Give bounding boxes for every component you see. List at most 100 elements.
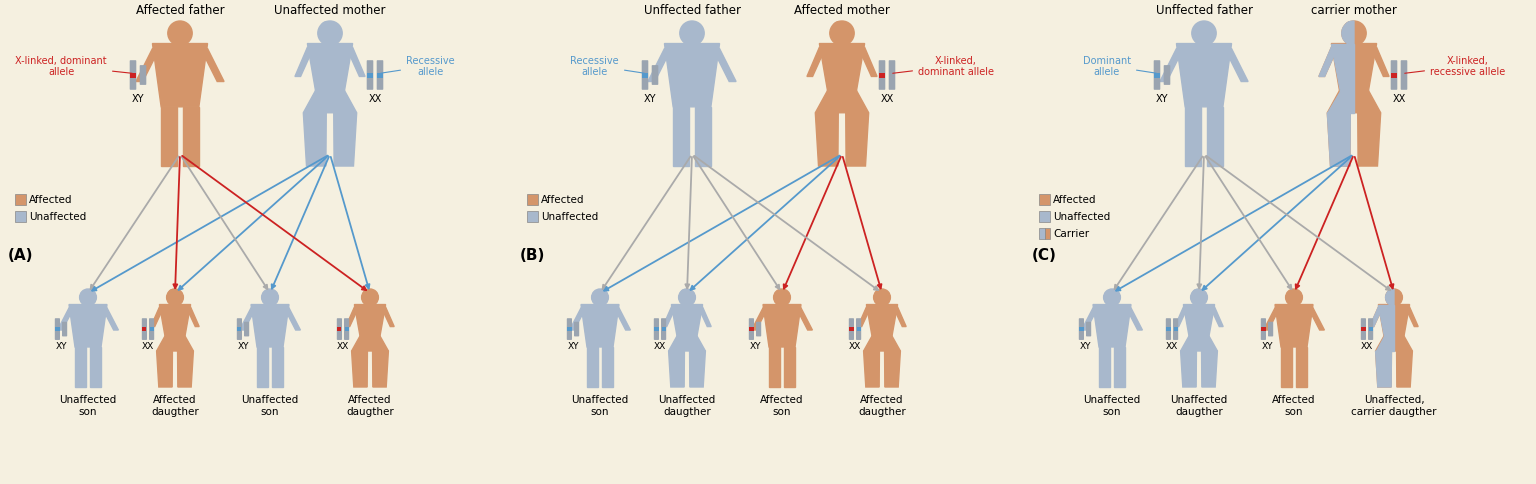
Polygon shape xyxy=(381,307,395,327)
Polygon shape xyxy=(1181,351,1197,387)
Polygon shape xyxy=(250,305,289,348)
Polygon shape xyxy=(1342,22,1355,46)
FancyBboxPatch shape xyxy=(889,61,895,91)
Polygon shape xyxy=(151,307,164,327)
Polygon shape xyxy=(160,305,190,336)
Polygon shape xyxy=(668,351,685,387)
Text: Affected: Affected xyxy=(29,195,72,205)
Circle shape xyxy=(1387,290,1396,298)
Polygon shape xyxy=(846,114,869,166)
Polygon shape xyxy=(665,45,719,107)
Text: XX: XX xyxy=(849,341,862,350)
Polygon shape xyxy=(1387,290,1392,298)
Polygon shape xyxy=(103,308,118,331)
FancyBboxPatch shape xyxy=(344,318,349,340)
FancyBboxPatch shape xyxy=(129,61,137,91)
Polygon shape xyxy=(183,107,198,166)
Text: XY: XY xyxy=(132,94,144,104)
Text: Unaffected
daugther: Unaffected daugther xyxy=(1170,394,1227,416)
Text: Unaffected
son: Unaffected son xyxy=(571,394,628,416)
Text: Affected mother: Affected mother xyxy=(794,4,889,17)
Polygon shape xyxy=(1376,351,1392,387)
Circle shape xyxy=(1192,290,1201,298)
Polygon shape xyxy=(857,307,871,327)
Circle shape xyxy=(1342,22,1366,46)
FancyBboxPatch shape xyxy=(61,322,68,337)
Polygon shape xyxy=(1370,307,1382,327)
Text: XX: XX xyxy=(336,341,349,350)
Polygon shape xyxy=(1319,48,1338,77)
Bar xyxy=(750,328,754,332)
Text: Unaffected: Unaffected xyxy=(1054,212,1111,222)
FancyBboxPatch shape xyxy=(1261,318,1266,340)
Polygon shape xyxy=(91,348,101,387)
FancyBboxPatch shape xyxy=(1086,322,1091,337)
Circle shape xyxy=(261,289,278,306)
Bar xyxy=(237,328,241,332)
Circle shape xyxy=(321,23,333,35)
FancyBboxPatch shape xyxy=(651,66,659,86)
Polygon shape xyxy=(816,91,869,114)
Text: Affected
son: Affected son xyxy=(760,394,803,416)
FancyBboxPatch shape xyxy=(237,318,243,340)
Polygon shape xyxy=(186,307,200,327)
Text: XX: XX xyxy=(141,341,154,350)
Text: XX: XX xyxy=(1392,94,1405,104)
Bar xyxy=(378,74,382,78)
Circle shape xyxy=(679,289,696,306)
Bar xyxy=(879,74,885,78)
Polygon shape xyxy=(178,351,194,387)
Polygon shape xyxy=(885,351,900,387)
Text: Affected: Affected xyxy=(1054,195,1097,205)
FancyBboxPatch shape xyxy=(1078,318,1084,340)
Polygon shape xyxy=(1327,91,1381,114)
Polygon shape xyxy=(1281,348,1292,387)
Polygon shape xyxy=(1327,114,1350,166)
Polygon shape xyxy=(1181,336,1218,351)
Bar xyxy=(1261,328,1266,332)
Text: Affected
daugther: Affected daugther xyxy=(346,394,393,416)
Text: XY: XY xyxy=(644,94,656,104)
Polygon shape xyxy=(152,45,207,107)
FancyBboxPatch shape xyxy=(1164,66,1170,86)
Text: Affected
daugther: Affected daugther xyxy=(151,394,198,416)
Polygon shape xyxy=(1370,48,1389,77)
Bar xyxy=(1392,74,1396,78)
Polygon shape xyxy=(648,49,671,82)
Circle shape xyxy=(833,23,845,35)
FancyBboxPatch shape xyxy=(149,318,154,340)
Polygon shape xyxy=(1114,348,1124,387)
Text: (B): (B) xyxy=(521,247,545,262)
Polygon shape xyxy=(1378,305,1410,336)
Text: XY: XY xyxy=(1080,341,1091,350)
Polygon shape xyxy=(240,308,257,331)
Polygon shape xyxy=(201,49,224,82)
Bar xyxy=(654,328,659,332)
FancyBboxPatch shape xyxy=(660,318,667,340)
Polygon shape xyxy=(1224,49,1249,82)
Text: Unaffected: Unaffected xyxy=(541,212,598,222)
FancyBboxPatch shape xyxy=(336,318,343,340)
Bar xyxy=(143,328,146,332)
Circle shape xyxy=(169,290,177,298)
FancyBboxPatch shape xyxy=(642,61,648,91)
Polygon shape xyxy=(859,48,877,77)
Circle shape xyxy=(876,290,885,298)
FancyBboxPatch shape xyxy=(654,318,659,340)
Polygon shape xyxy=(333,114,356,166)
Bar xyxy=(662,328,665,332)
Text: Dominant
allele: Dominant allele xyxy=(1083,56,1157,77)
Polygon shape xyxy=(816,114,839,166)
FancyBboxPatch shape xyxy=(750,318,754,340)
Bar xyxy=(1369,328,1373,332)
Circle shape xyxy=(680,290,690,298)
Text: (C): (C) xyxy=(1032,247,1057,262)
Circle shape xyxy=(1190,289,1207,306)
Polygon shape xyxy=(1405,307,1418,327)
Text: XY: XY xyxy=(1261,341,1273,350)
Polygon shape xyxy=(796,308,813,331)
Text: Affected
son: Affected son xyxy=(1272,394,1316,416)
Polygon shape xyxy=(751,308,768,331)
Text: (A): (A) xyxy=(8,247,34,262)
Polygon shape xyxy=(1358,114,1381,166)
